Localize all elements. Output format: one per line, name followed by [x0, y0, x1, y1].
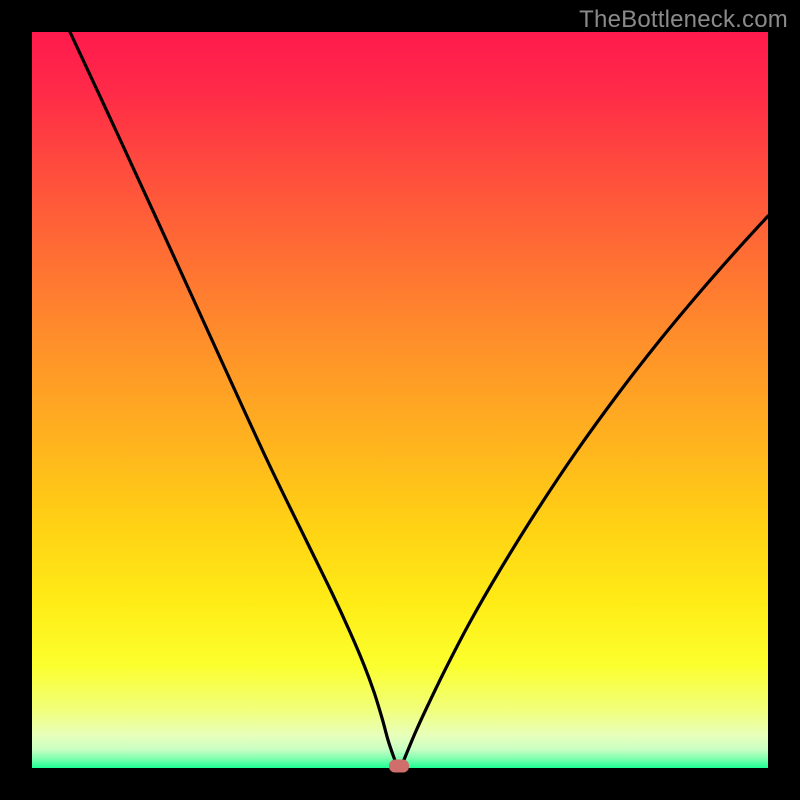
minimum-marker — [389, 760, 409, 773]
plot-background — [32, 32, 768, 768]
chart-container: { "watermark": "TheBottleneck.com", "can… — [0, 0, 800, 800]
watermark-text: TheBottleneck.com — [579, 6, 788, 34]
chart-svg — [0, 0, 800, 800]
